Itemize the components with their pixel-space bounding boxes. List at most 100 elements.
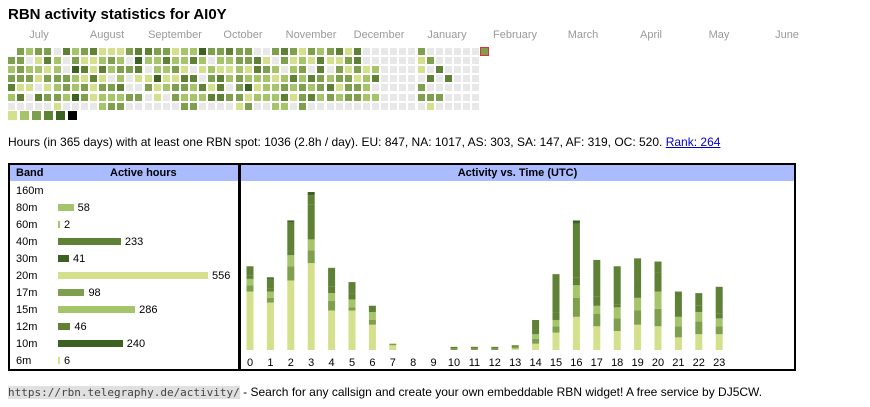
- band-hours-bar: [58, 272, 208, 279]
- hour-tick-label: 15: [550, 357, 562, 369]
- day-cell: [417, 57, 425, 65]
- activity-bar-segment: [532, 319, 540, 330]
- day-cell: [472, 75, 480, 83]
- band-hours-value: 98: [88, 287, 101, 299]
- band-row: 15m 286: [10, 302, 238, 319]
- band-row: 17m 98: [10, 285, 238, 302]
- hour-tick-label: 0: [247, 357, 253, 369]
- day-cell: [444, 75, 452, 83]
- day-cell: [26, 75, 34, 83]
- activity-bar-segment: [266, 278, 274, 289]
- footer-url[interactable]: https://rbn.telegraphy.de/activity/: [8, 386, 240, 399]
- day-cell: [162, 57, 170, 65]
- activity-bar-segment: [715, 334, 723, 350]
- day-cell: [344, 84, 352, 92]
- day-cell: [317, 84, 325, 92]
- day-cell: [44, 102, 52, 110]
- day-cell: [99, 66, 106, 74]
- day-cell: [135, 66, 143, 74]
- day-cell: [308, 102, 316, 110]
- day-cell: [171, 93, 179, 101]
- day-cell: [390, 48, 398, 55]
- day-cell: [290, 75, 298, 83]
- day-cell: [71, 102, 79, 110]
- band-hours-value: 46: [74, 321, 87, 333]
- hour-tick-label: 19: [631, 357, 643, 369]
- activity-bar-segment: [511, 345, 519, 347]
- day-cell: [62, 102, 70, 110]
- day-cell: [444, 93, 452, 101]
- legend-swatch: [8, 111, 17, 120]
- day-cell: [153, 75, 161, 83]
- day-cell: [344, 48, 352, 55]
- legend-swatch: [20, 111, 29, 120]
- activity-bar-segment: [532, 334, 540, 339]
- day-cell: [408, 102, 416, 110]
- day-cell: [317, 75, 325, 83]
- day-cell: [281, 93, 288, 101]
- day-cell: [199, 48, 207, 55]
- rank-link[interactable]: Rank: 264: [665, 135, 721, 149]
- activity-bar-segment: [715, 318, 723, 327]
- activity-bar-segment: [266, 277, 274, 279]
- band-hours-value: 240: [126, 338, 146, 350]
- day-cell: [71, 93, 79, 101]
- day-cell: [262, 48, 270, 55]
- day-cell: [417, 102, 425, 110]
- activity-bar-segment: [552, 326, 560, 333]
- day-cell: [44, 66, 52, 74]
- day-cell: [217, 66, 225, 74]
- day-cell: [62, 75, 70, 83]
- day-cell: [126, 66, 134, 74]
- day-cell: [326, 93, 334, 101]
- day-cell: [362, 102, 370, 110]
- day-cell: [89, 102, 97, 110]
- legend-swatch: [44, 111, 53, 120]
- day-cell: [244, 57, 252, 65]
- day-cell: [281, 75, 288, 83]
- day-cell: [372, 48, 379, 55]
- day-cell: [208, 66, 216, 74]
- band-name: 60m: [16, 219, 38, 231]
- hour-tick-label: 13: [509, 357, 521, 369]
- day-cell: [253, 93, 261, 101]
- day-cell: [62, 57, 70, 65]
- day-cell: [326, 66, 334, 74]
- day-cell: [281, 84, 288, 92]
- day-cell: [472, 93, 480, 101]
- day-cell: [435, 48, 443, 55]
- day-cell: [453, 57, 461, 65]
- activity-bar-segment: [348, 293, 356, 300]
- activity-bar-segment: [613, 304, 621, 308]
- day-cell: [362, 57, 370, 65]
- band-hours-value: 2: [64, 219, 71, 231]
- day-cell: [326, 102, 334, 110]
- day-cell: [444, 66, 452, 74]
- day-cell: [53, 48, 61, 55]
- day-cell: [253, 84, 261, 92]
- day-cell: [381, 48, 389, 55]
- day-cell: [8, 66, 15, 74]
- activity-bar-segment: [572, 223, 580, 278]
- activity-bar-segment: [348, 299, 356, 308]
- activity-bar-segment: [674, 326, 682, 338]
- day-cell: [372, 57, 379, 65]
- day-cell: [180, 57, 188, 65]
- day-cell: [80, 102, 88, 110]
- activity-bar-segment: [695, 305, 703, 313]
- day-cell: [381, 102, 389, 110]
- day-cell: [426, 93, 434, 101]
- activity-bar-segment: [287, 220, 295, 223]
- day-cell: [99, 93, 106, 101]
- hour-tick-label: 8: [410, 357, 416, 369]
- day-cell: [417, 48, 425, 55]
- day-cell: [335, 84, 343, 92]
- month-label: August: [89, 29, 125, 41]
- day-cell: [80, 66, 88, 74]
- day-cell: [281, 48, 288, 55]
- day-cell: [26, 102, 34, 110]
- day-cell: [472, 57, 480, 65]
- day-cell: [362, 66, 370, 74]
- legend-swatch: [32, 111, 41, 120]
- activity-bar-segment: [674, 337, 682, 350]
